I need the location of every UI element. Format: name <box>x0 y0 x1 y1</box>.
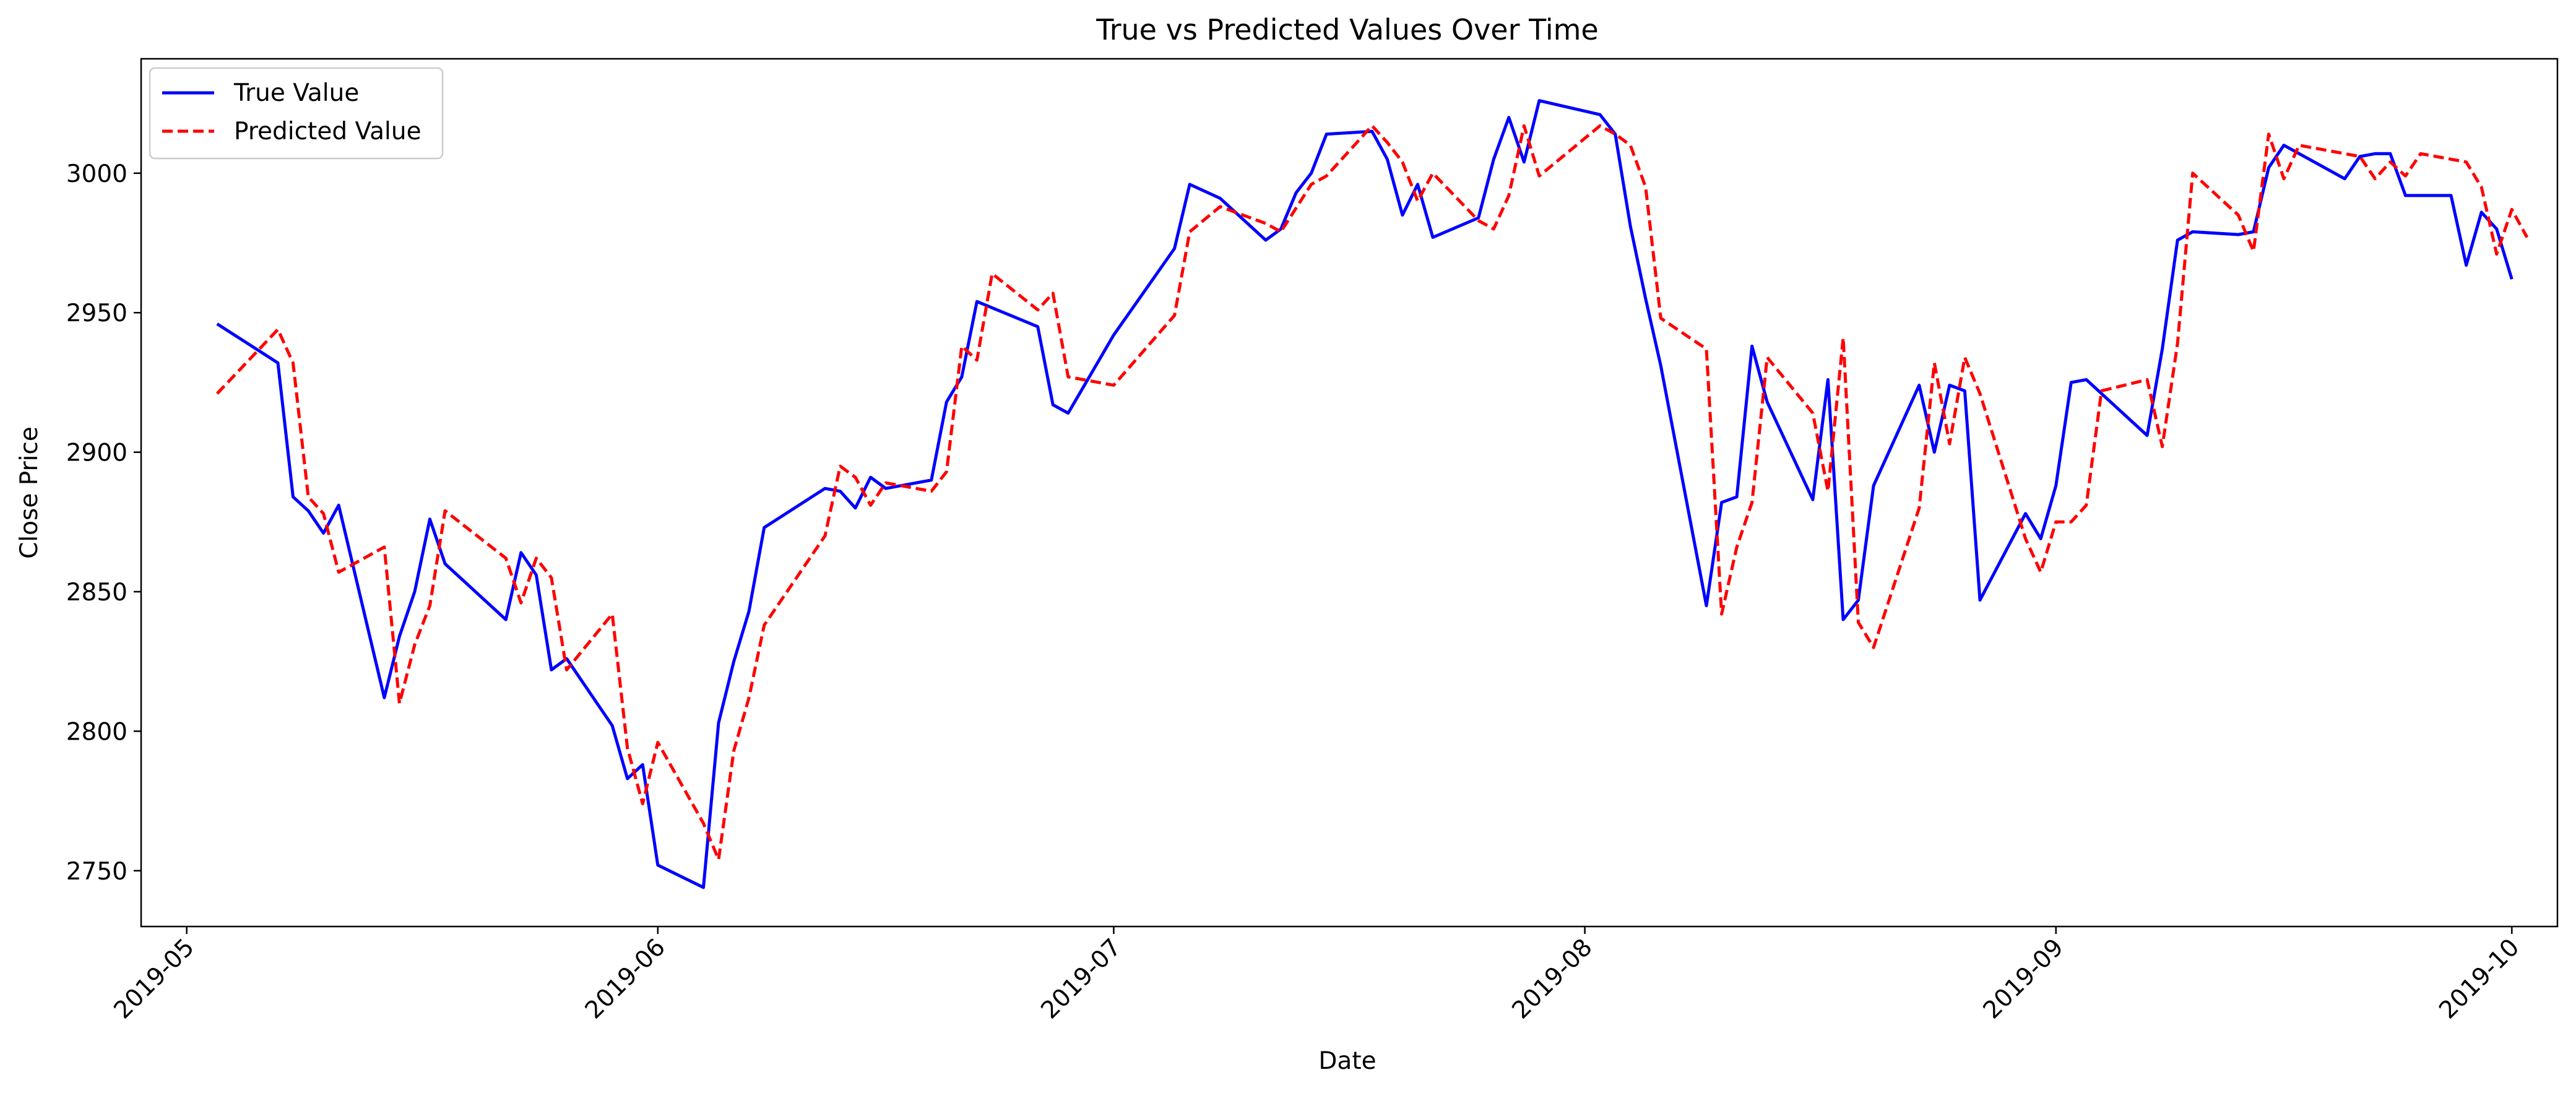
y-tick-label: 2850 <box>66 579 128 607</box>
y-tick-label: 2950 <box>66 300 128 327</box>
legend-label-true-value: True Value <box>233 79 359 107</box>
x-axis-label: Date <box>1318 1047 1376 1075</box>
y-tick-label: 3000 <box>66 160 128 188</box>
legend: True Value Predicted Value <box>150 68 443 158</box>
y-axis-label: Close Price <box>15 426 43 559</box>
legend-label-predicted-value: Predicted Value <box>234 118 421 145</box>
y-tick-label: 2900 <box>66 439 128 467</box>
y-tick-label: 2750 <box>66 858 128 886</box>
chart-title: True vs Predicted Values Over Time <box>1096 13 1598 46</box>
y-tick-label: 2800 <box>66 718 128 746</box>
